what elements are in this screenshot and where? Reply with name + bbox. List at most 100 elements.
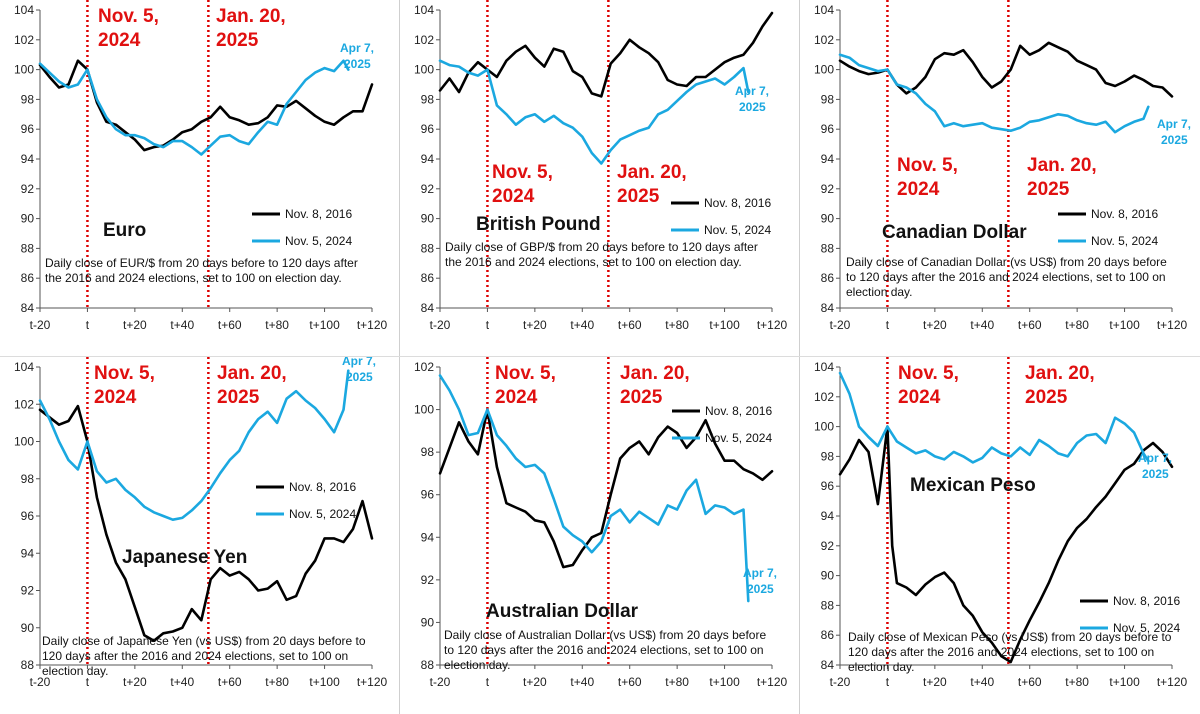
x-tick-label: t+100 [309,318,340,332]
y-tick-label: 94 [821,509,835,523]
event-label-line: Nov. 5, [495,363,556,384]
y-tick-label: 90 [821,212,835,226]
y-tick-label: 100 [14,435,34,449]
x-tick-label: t+40 [170,675,194,689]
y-tick-label: 98 [421,445,435,459]
chart-svg: 84 86 88 90 92 94 96 98 100 102 104 t-20 t t+20 t+40 t+… [814,0,1191,332]
event-label: Nov. 5, 2024 [492,162,553,207]
y-tick-label: 96 [421,122,435,136]
event-label-line: 2024 [898,387,941,408]
series-line [838,41,1174,98]
x-tick-label: t-20 [830,675,851,689]
x-tick-label: t+80 [1065,318,1089,332]
panel-divider [799,0,800,714]
x-tick-label: t [886,318,890,332]
x-tick-label: t+40 [570,675,594,689]
y-tick-label: 88 [21,241,35,255]
x-tick-label: t+60 [1018,318,1042,332]
y-tick-label: 102 [14,33,34,47]
y-tick-label: 96 [821,122,835,136]
end-date-label-line: Apr 7, [342,354,376,368]
legend-label: Nov. 5, 2024 [285,234,352,248]
series-line [438,59,750,165]
event-label-line: 2025 [217,387,260,408]
chart-panel: 84 86 88 90 92 94 96 98 100 102 104 t-20 t t+20 t+40 t+… [800,0,1200,357]
x-tick-label: t+100 [1109,318,1140,332]
y-tick-label: 102 [14,397,34,411]
y-tick-label: 90 [821,569,835,583]
series-line [838,425,1174,664]
event-label: Nov. 5, 2024 [897,155,958,200]
chart-caption: Daily close of EUR/$ from 20 days before… [45,256,358,285]
event-label-line: Nov. 5, [897,155,958,176]
x-tick-label: t+120 [1157,675,1188,689]
event-label: Jan. 20, 2025 [216,6,286,51]
event-label: Jan. 20, 2025 [617,162,687,207]
panel-divider [0,356,1200,357]
y-tick-label: 98 [21,92,35,106]
y-tick-label: 86 [821,628,835,642]
y-tick-label: 102 [414,33,434,47]
legend-label: Nov. 5, 2024 [1113,621,1180,635]
end-date-label: Apr 7, 2025 [735,84,769,114]
y-tick-label: 100 [814,63,834,77]
y-tick-label: 100 [414,63,434,77]
x-tick-label: t+100 [709,675,740,689]
y-tick-label: 90 [421,212,435,226]
series-line [38,404,374,643]
event-label-line: 2025 [620,387,663,408]
event-label-line: Jan. 20, [1025,363,1095,384]
y-tick-label: 94 [821,152,835,166]
series-line [38,59,350,156]
y-tick-label: 96 [21,122,35,136]
event-label-line: 2024 [94,387,137,408]
event-label-line: Jan. 20, [217,363,287,384]
chart-svg: 84 86 88 90 92 94 96 98 100 102 104 t-20 t t+20 t+40 t+… [14,0,388,332]
event-label-line: 2024 [492,186,535,207]
chart-panel: 88 90 92 94 96 98 100 102 104 t-20 t t+20 t+40 t+60 t+… [0,354,400,714]
x-tick-label: t [486,675,490,689]
series-line [838,371,1150,464]
event-label: Nov. 5, 2024 [94,363,155,408]
legend-label: Nov. 8, 2016 [704,196,771,210]
y-tick-label: 94 [21,152,35,166]
y-tick-label: 100 [14,63,34,77]
event-label: Jan. 20, 2025 [1027,155,1097,200]
legend-label: Nov. 5, 2024 [705,431,772,445]
x-tick-label: t+100 [709,318,740,332]
end-date-label: Apr 7, 2025 [342,354,376,384]
y-tick-label: 104 [814,360,834,374]
y-tick-label: 92 [421,182,435,196]
x-tick-label: t+20 [523,318,547,332]
chart-title: Mexican Peso [910,475,1036,496]
chart-panel: 84 86 88 90 92 94 96 98 100 102 104 t-20 t t+20 t+40 t+… [0,0,400,357]
y-tick-label: 88 [821,241,835,255]
chart-panel: 88 90 92 94 96 98 100 102 t-20 t t+20 t+40 t+60 t+80 t… [400,357,800,714]
event-label-line: 2025 [216,30,259,51]
y-tick-label: 86 [821,271,835,285]
event-label-line: 2024 [98,30,141,51]
y-tick-label: 94 [421,152,435,166]
legend-label: Nov. 5, 2024 [704,223,771,237]
end-date-label-line: Apr 7, [1138,451,1172,465]
event-label: Jan. 20, 2025 [217,363,287,408]
event-label-line: Jan. 20, [620,363,690,384]
x-tick-label: t-20 [30,675,51,689]
x-tick-label: t+80 [665,675,689,689]
chart-title: Euro [103,220,146,241]
x-tick-label: t [86,675,90,689]
y-tick-label: 98 [821,92,835,106]
y-tick-label: 96 [421,488,435,502]
x-tick-label: t+60 [618,675,642,689]
end-date-label: Apr 7, 2025 [340,41,374,71]
y-tick-label: 84 [21,301,35,315]
end-date-label-line: 2025 [739,100,766,114]
x-tick-label: t+120 [1157,318,1188,332]
x-tick-label: t+100 [309,675,340,689]
chart-panel: 84 86 88 90 92 94 96 98 100 102 104 t-20 t t+20 t+40 t+… [800,357,1200,714]
legend-label: Nov. 8, 2016 [1091,207,1158,221]
x-tick-label: t-20 [430,675,451,689]
legend-label: Nov. 5, 2024 [1091,234,1158,248]
x-tick-label: t+80 [1065,675,1089,689]
